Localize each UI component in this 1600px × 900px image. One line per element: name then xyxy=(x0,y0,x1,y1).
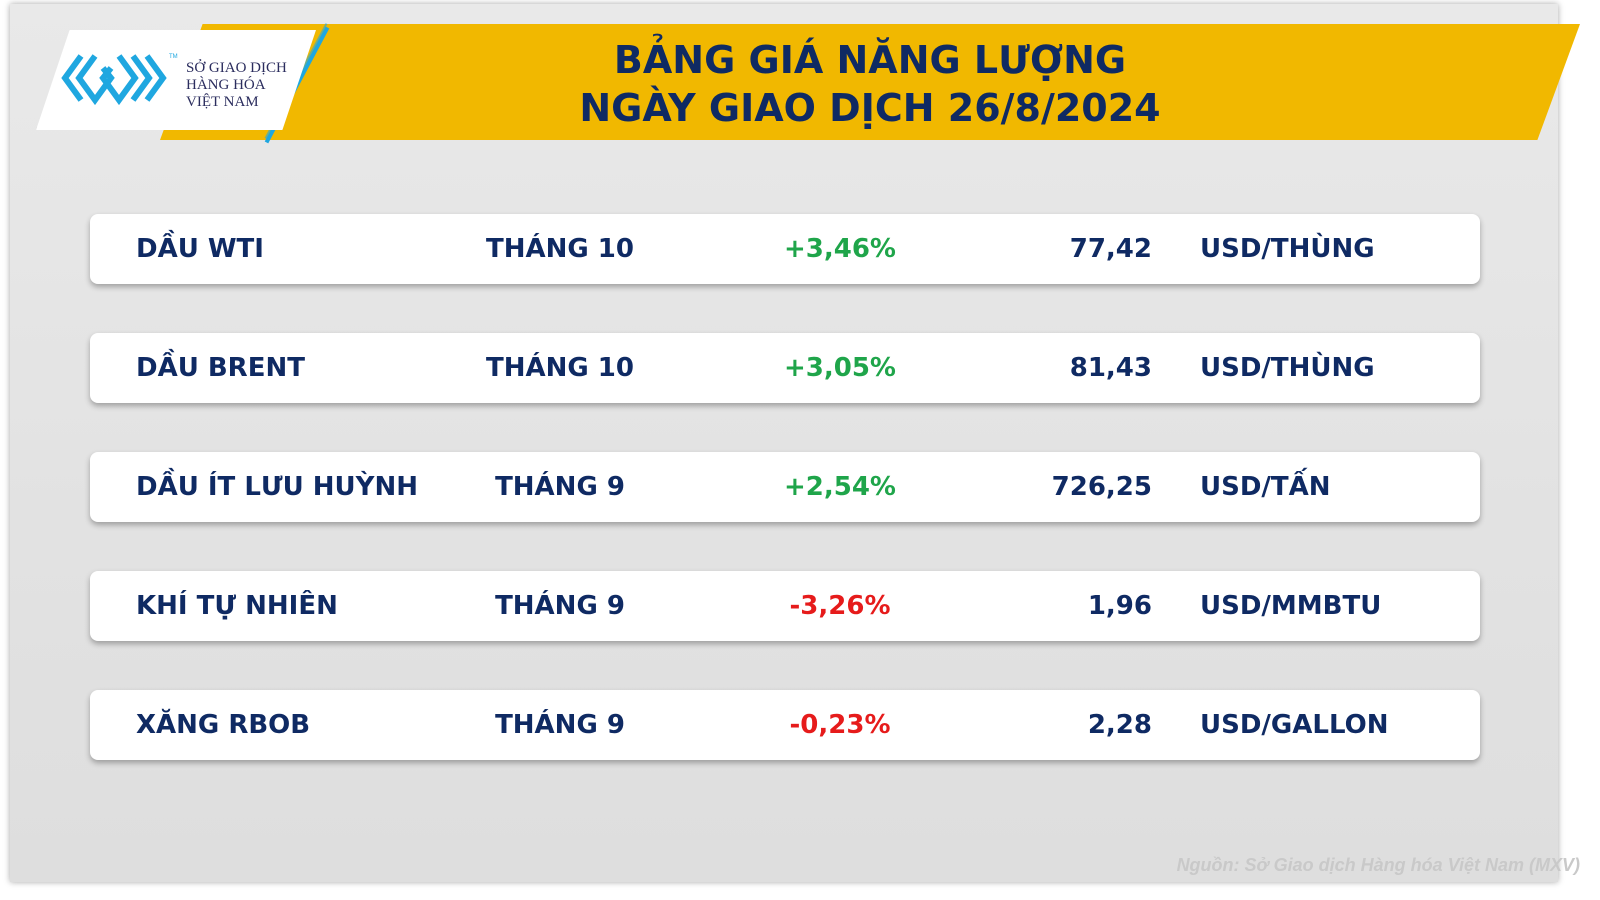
title-banner xyxy=(160,24,1580,140)
commodity-name: XĂNG RBOB xyxy=(136,710,311,740)
contract-month: THÁNG 9 xyxy=(495,472,625,502)
price-row: KHÍ TỰ NHIÊN THÁNG 9 -3,26% 1,96 USD/MMB… xyxy=(90,571,1480,641)
logo-text: SỞ GIAO DỊCH HÀNG HÓA VIỆT NAM xyxy=(186,60,287,111)
title-line-2: NGÀY GIAO DỊCH 26/8/2024 xyxy=(579,86,1161,130)
contract-month: THÁNG 10 xyxy=(486,234,634,264)
price-row: XĂNG RBOB THÁNG 9 -0,23% 2,28 USD/GALLON xyxy=(90,690,1480,760)
source-note: Nguồn: Sở Giao dịch Hàng hóa Việt Nam (M… xyxy=(1176,855,1580,875)
price-unit: USD/TẤN xyxy=(1200,472,1331,502)
price-unit: USD/MMBTU xyxy=(1200,591,1382,621)
price-change: +3,46% xyxy=(784,234,896,264)
price-unit: USD/GALLON xyxy=(1200,710,1389,740)
price-unit: USD/THÙNG xyxy=(1200,353,1375,383)
commodity-name: KHÍ TỰ NHIÊN xyxy=(136,591,338,621)
price-change: -0,23% xyxy=(789,710,891,740)
commodity-name: DẦU ÍT LƯU HUỲNH xyxy=(136,472,419,502)
price-change: +2,54% xyxy=(784,472,896,502)
price-unit: USD/THÙNG xyxy=(1200,234,1375,264)
price-value: 81,43 xyxy=(1069,353,1152,383)
logo-line: SỞ GIAO DỊCH xyxy=(186,60,287,76)
price-row: DẦU ÍT LƯU HUỲNH THÁNG 9 +2,54% 726,25 U… xyxy=(90,452,1480,522)
logo-line: HÀNG HÓA xyxy=(186,77,266,93)
price-value: 2,28 xyxy=(1087,710,1152,740)
contract-month: THÁNG 10 xyxy=(486,353,634,383)
price-value: 77,42 xyxy=(1069,234,1152,264)
logo: TM xyxy=(36,30,316,130)
mxv-logo-icon: TM xyxy=(61,54,178,106)
price-row: DẦU BRENT THÁNG 10 +3,05% 81,43 USD/THÙN… xyxy=(90,333,1480,403)
logo-line: VIỆT NAM xyxy=(186,94,259,110)
price-value: 726,25 xyxy=(1051,472,1152,502)
price-value: 1,96 xyxy=(1087,591,1152,621)
price-row: DẦU WTI THÁNG 10 +3,46% 77,42 USD/THÙNG xyxy=(90,214,1480,284)
trademark: TM xyxy=(169,54,178,60)
price-change: +3,05% xyxy=(784,353,896,383)
contract-month: THÁNG 9 xyxy=(495,591,625,621)
price-change: -3,26% xyxy=(789,591,891,621)
contract-month: THÁNG 9 xyxy=(495,710,625,740)
page-title: BẢNG GIÁ NĂNG LƯỢNG NGÀY GIAO DỊCH 26/8/… xyxy=(510,36,1230,132)
commodity-name: DẦU WTI xyxy=(136,234,264,264)
title-line-1: BẢNG GIÁ NĂNG LƯỢNG xyxy=(613,38,1127,82)
commodity-name: DẦU BRENT xyxy=(136,353,305,383)
